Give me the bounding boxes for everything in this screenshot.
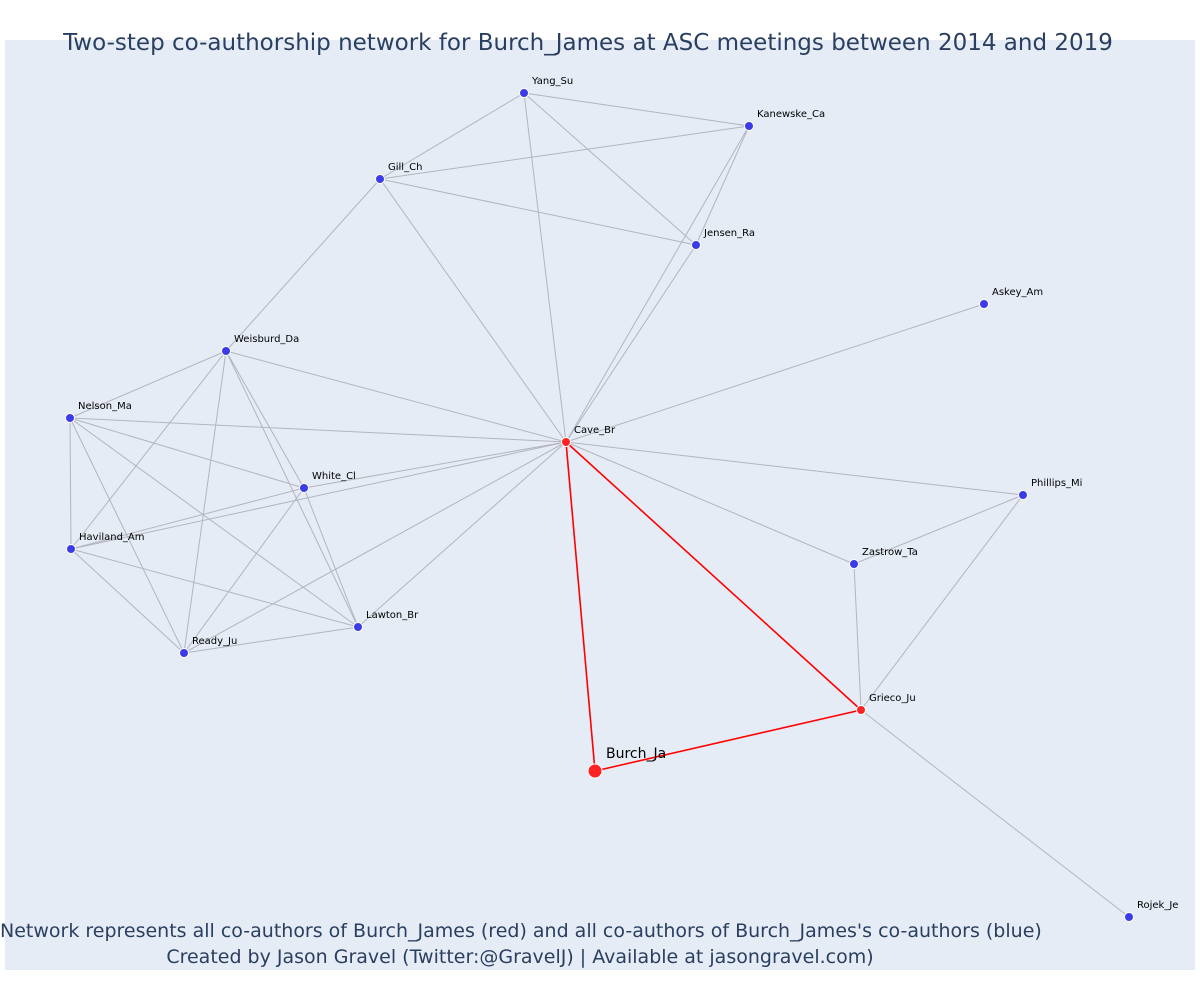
node-label-Weisburd_Da: Weisburd_Da bbox=[234, 334, 299, 345]
edge-Gill_Ch-Weisburd_Da bbox=[225, 178, 381, 352]
node-label-Grieco_Ju: Grieco_Ju bbox=[869, 693, 916, 704]
node-label-Burch_Ja: Burch_Ja bbox=[606, 746, 666, 762]
edge-Nelson_Ma-Haviland_Am bbox=[69, 417, 72, 550]
edge-Weisburd_Da-Nelson_Ma bbox=[69, 350, 227, 419]
node-Cave_Br[interactable] bbox=[561, 437, 571, 447]
edge-Haviland_Am-Cave_Br bbox=[70, 441, 567, 550]
edge-Askey_Am-Cave_Br bbox=[565, 303, 985, 443]
node-Rojek_Je[interactable] bbox=[1124, 912, 1134, 922]
edge-Phillips_Mi-Grieco_Ju bbox=[860, 494, 1024, 711]
edge-Yang_Su-Kanewske_Ca bbox=[523, 92, 750, 127]
node-Burch_Ja[interactable] bbox=[587, 763, 603, 779]
node-Weisburd_Da[interactable] bbox=[221, 346, 231, 356]
node-Gill_Ch[interactable] bbox=[375, 174, 385, 184]
edge-Yang_Su-Cave_Br bbox=[523, 92, 567, 443]
node-Askey_Am[interactable] bbox=[979, 299, 989, 309]
edge-Lawton_Br-Cave_Br bbox=[357, 441, 567, 628]
edge-Cave_Br-Zastrow_Ta bbox=[565, 441, 855, 565]
edge-Nelson_Ma-White_Cl bbox=[69, 417, 305, 489]
edge-Grieco_Ju-Rojek_Je bbox=[860, 709, 1130, 918]
caption-line-1: Network represents all co-authors of Bur… bbox=[0, 920, 1042, 942]
edge-Nelson_Ma-Ready_Ju bbox=[69, 417, 185, 654]
edge-Yang_Su-Gill_Ch bbox=[379, 92, 525, 180]
node-label-White_Cl: White_Cl bbox=[312, 471, 356, 482]
edge-Kanewske_Ca-Cave_Br bbox=[565, 125, 750, 443]
edge-White_Cl-Cave_Br bbox=[303, 441, 567, 489]
edge-Burch_Ja-Grieco_Ju bbox=[594, 709, 862, 772]
edge-Nelson_Ma-Cave_Br bbox=[69, 417, 567, 443]
node-label-Yang_Su: Yang_Su bbox=[531, 76, 573, 87]
node-label-Askey_Am: Askey_Am bbox=[992, 287, 1043, 298]
node-Phillips_Mi[interactable] bbox=[1018, 490, 1028, 500]
labels-layer: Burch_Ja Cave_Br Grieco_Ju Yang_Su Kanewske_… bbox=[78, 76, 1178, 911]
node-label-Nelson_Ma: Nelson_Ma bbox=[78, 401, 132, 412]
node-Kanewske_Ca[interactable] bbox=[744, 121, 754, 131]
node-Nelson_Ma[interactable] bbox=[65, 413, 75, 423]
node-Ready_Ju[interactable] bbox=[179, 648, 189, 658]
node-Lawton_Br[interactable] bbox=[353, 622, 363, 632]
node-label-Ready_Ju: Ready_Ju bbox=[192, 636, 237, 647]
edge-Gill_Ch-Kanewske_Ca bbox=[379, 125, 750, 180]
edge-Weisburd_Da-Haviland_Am bbox=[70, 350, 227, 550]
node-label-Gill_Ch: Gill_Ch bbox=[388, 162, 422, 173]
edge-Weisburd_Da-Cave_Br bbox=[225, 350, 567, 443]
node-label-Jensen_Ra: Jensen_Ra bbox=[703, 228, 755, 239]
nodes-layer bbox=[65, 88, 1134, 922]
edge-Ready_Ju-Cave_Br bbox=[183, 441, 567, 654]
edge-Cave_Br-Phillips_Mi bbox=[565, 441, 1024, 496]
caption-line-2: Created by Jason Gravel (Twitter:@Gravel… bbox=[166, 946, 874, 968]
node-label-Rojek_Je: Rojek_Je bbox=[1137, 900, 1178, 911]
edge-Cave_Br-Grieco_Ju bbox=[565, 441, 862, 711]
edge-Nelson_Ma-Lawton_Br bbox=[69, 417, 359, 628]
node-Yang_Su[interactable] bbox=[519, 88, 529, 98]
edges-layer bbox=[69, 92, 1130, 918]
edge-Haviland_Am-Ready_Ju bbox=[70, 548, 185, 654]
edge-Zastrow_Ta-Grieco_Ju bbox=[853, 563, 862, 711]
edge-Jensen_Ra-Cave_Br bbox=[565, 244, 697, 443]
edge-Yang_Su-Jensen_Ra bbox=[523, 92, 697, 246]
edge-Kanewske_Ca-Jensen_Ra bbox=[695, 125, 750, 246]
node-label-Haviland_Am: Haviland_Am bbox=[79, 532, 145, 543]
node-label-Zastrow_Ta: Zastrow_Ta bbox=[862, 547, 918, 558]
edge-Gill_Ch-Jensen_Ra bbox=[379, 178, 697, 246]
edge-Gill_Ch-Cave_Br bbox=[379, 178, 567, 443]
node-label-Kanewske_Ca: Kanewske_Ca bbox=[757, 109, 825, 120]
node-Jensen_Ra[interactable] bbox=[691, 240, 701, 250]
edge-White_Cl-Ready_Ju bbox=[183, 487, 305, 654]
edge-White_Cl-Haviland_Am bbox=[70, 487, 305, 550]
chart-title: Two-step co-authorship network for Burch… bbox=[63, 30, 1113, 56]
node-Zastrow_Ta[interactable] bbox=[849, 559, 859, 569]
edge-Weisburd_Da-White_Cl bbox=[225, 350, 305, 489]
edge-White_Cl-Lawton_Br bbox=[303, 487, 359, 628]
edge-Burch_Ja-Cave_Br bbox=[565, 441, 596, 772]
edge-Ready_Ju-Lawton_Br bbox=[183, 626, 359, 654]
node-White_Cl[interactable] bbox=[299, 483, 309, 493]
edge-Weisburd_Da-Lawton_Br bbox=[225, 350, 359, 628]
node-label-Lawton_Br: Lawton_Br bbox=[366, 610, 419, 621]
edge-Haviland_Am-Lawton_Br bbox=[70, 548, 359, 628]
edge-Weisburd_Da-Ready_Ju bbox=[183, 350, 227, 654]
node-label-Phillips_Mi: Phillips_Mi bbox=[1031, 478, 1082, 489]
node-Haviland_Am[interactable] bbox=[66, 544, 76, 554]
node-Grieco_Ju[interactable] bbox=[856, 705, 866, 715]
edge-Phillips_Mi-Zastrow_Ta bbox=[853, 494, 1024, 565]
chart-caption: Network represents all co-authors of Bur… bbox=[0, 918, 1042, 970]
node-label-Cave_Br: Cave_Br bbox=[574, 425, 616, 436]
